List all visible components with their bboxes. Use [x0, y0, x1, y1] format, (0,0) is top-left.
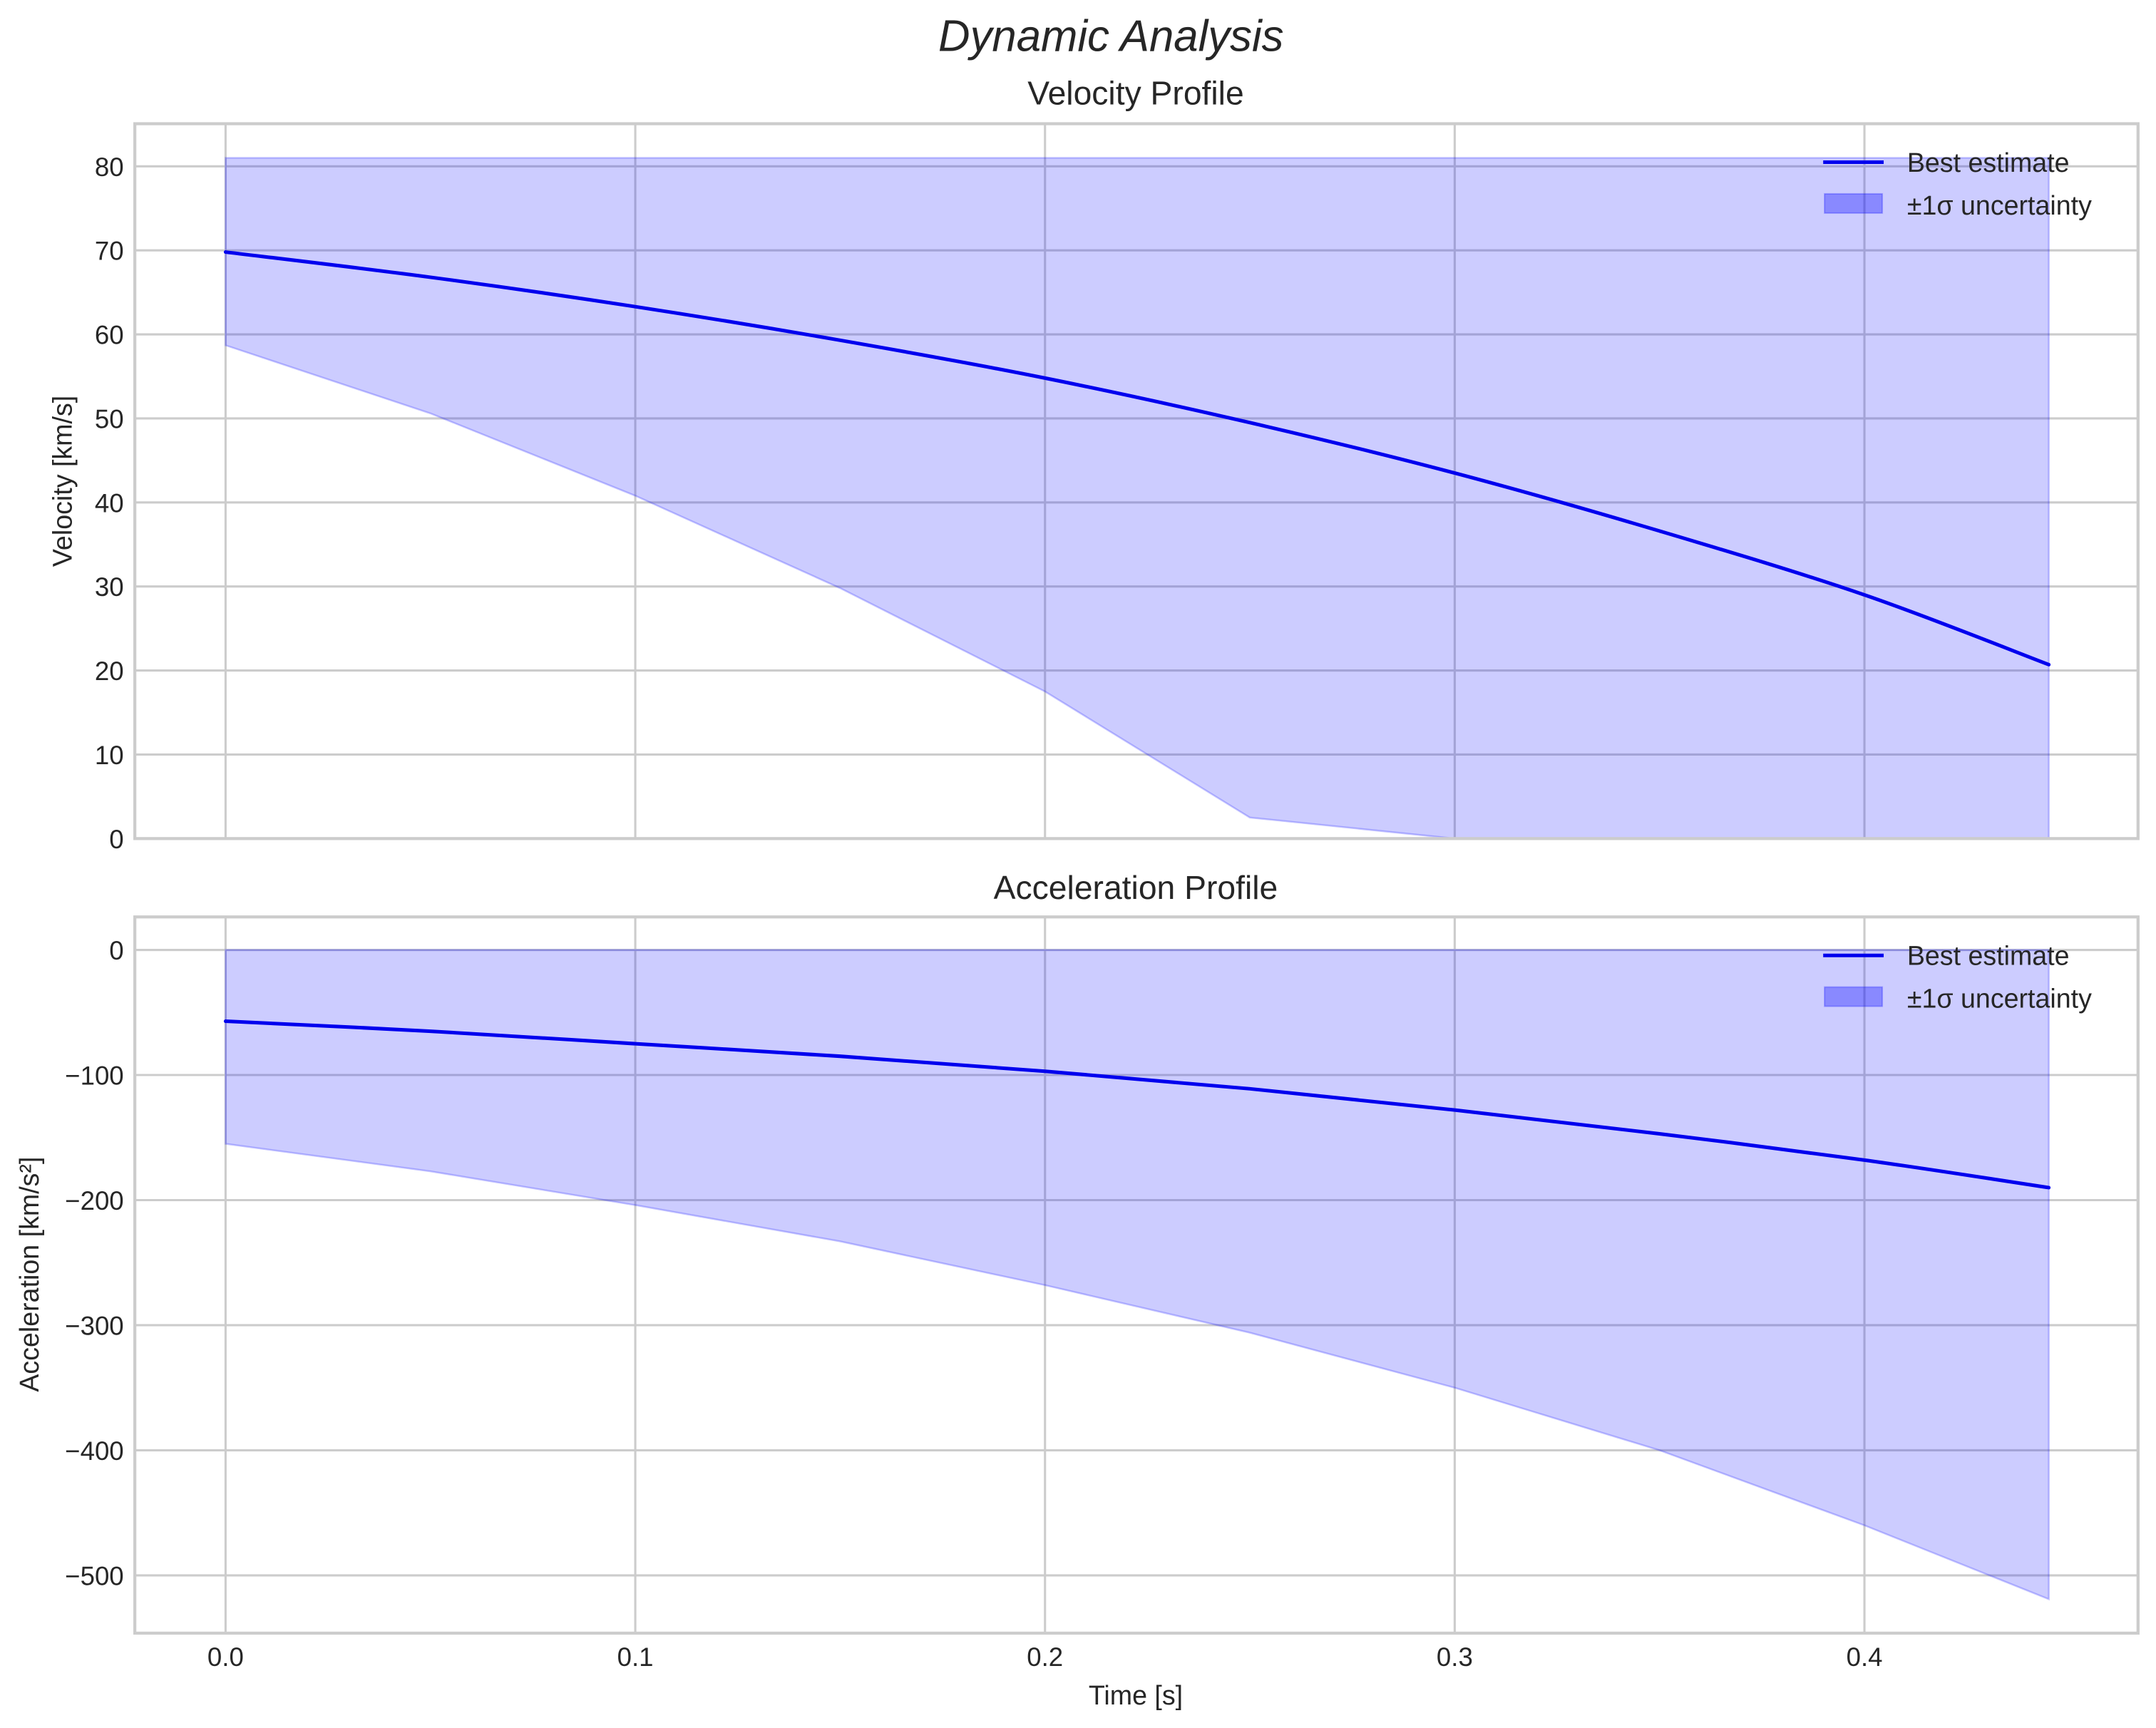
acceleration-axes-frame: [133, 915, 2140, 1635]
velocity-panel: Velocity Profile 0 10 20 30 40 50 60 70 80 Veloc…: [47, 75, 2140, 854]
y-tick-label: 50: [95, 404, 124, 433]
legend-band-swatch-icon: [1824, 986, 1884, 1007]
x-tick-label: 0.3: [1437, 1642, 1473, 1672]
velocity-y-ticks: 0 10 20 30 40 50 60 70 80: [95, 153, 124, 854]
y-tick-label: 70: [95, 237, 124, 266]
velocity-axes-frame: [133, 122, 2140, 840]
acceleration-gridlines: [135, 917, 2138, 1633]
x-axis-label: Time [s]: [1089, 1680, 1183, 1710]
acceleration-title: Acceleration Profile: [994, 869, 1278, 906]
y-tick-label: −100: [65, 1061, 124, 1091]
legend-uncertainty-label: ±1σ uncertainty: [1907, 190, 2092, 220]
acceleration-panel: Acceleration Profile 0 −100 −200 −300 −400 −5…: [14, 869, 2140, 1635]
velocity-legend: Best estimate ±1σ uncertainty: [1823, 148, 2092, 220]
acceleration-legend: Best estimate ±1σ uncertainty: [1823, 941, 2092, 1014]
velocity-best-estimate-line: [223, 250, 2051, 667]
x-tick-label: 0.4: [1847, 1642, 1883, 1672]
figure-suptitle: Dynamic Analysis: [938, 11, 1284, 61]
y-tick-label: 40: [95, 488, 124, 518]
acceleration-uncertainty-band: [225, 949, 2050, 1601]
legend-band-swatch-icon: [1824, 192, 1884, 214]
y-tick-label: 0: [109, 825, 123, 854]
y-tick-label: −200: [65, 1186, 124, 1215]
x-tick-label: 0.1: [617, 1642, 654, 1672]
acceleration-y-ticks: 0 −100 −200 −300 −400 −500: [65, 936, 124, 1590]
legend-best-estimate-label: Best estimate: [1907, 148, 2070, 178]
y-tick-label: 30: [95, 572, 124, 602]
y-tick-label: 60: [95, 321, 124, 350]
legend-uncertainty-label: ±1σ uncertainty: [1907, 984, 2092, 1014]
acceleration-y-label: Acceleration [km/s²]: [14, 1157, 44, 1392]
x-tick-label: 0.0: [207, 1642, 244, 1672]
y-tick-label: −400: [65, 1436, 124, 1466]
legend-best-estimate-label: Best estimate: [1907, 941, 2070, 971]
velocity-title: Velocity Profile: [1027, 75, 1243, 112]
y-tick-label: 80: [95, 153, 124, 182]
y-tick-label: 20: [95, 657, 124, 686]
x-axis-ticks: 0.0 0.1 0.2 0.3 0.4: [207, 1642, 1883, 1672]
y-tick-label: −300: [65, 1311, 124, 1340]
y-tick-label: −500: [65, 1561, 124, 1590]
velocity-y-label: Velocity [km/s]: [47, 396, 77, 567]
x-tick-label: 0.2: [1027, 1642, 1063, 1672]
acceleration-best-estimate-line: [223, 1019, 2051, 1190]
y-tick-label: 0: [109, 936, 123, 965]
y-tick-label: 10: [95, 741, 124, 770]
